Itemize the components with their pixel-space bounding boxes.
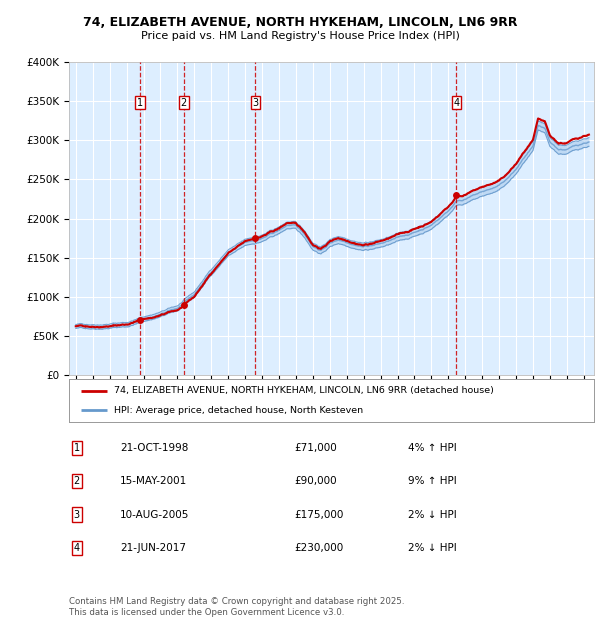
Text: 4: 4 <box>453 98 460 108</box>
Text: 1: 1 <box>137 98 143 108</box>
Text: 9% ↑ HPI: 9% ↑ HPI <box>408 476 457 486</box>
Text: 4% ↑ HPI: 4% ↑ HPI <box>408 443 457 453</box>
Text: 2: 2 <box>74 476 80 486</box>
Text: 15-MAY-2001: 15-MAY-2001 <box>120 476 187 486</box>
Text: £90,000: £90,000 <box>294 476 337 486</box>
Text: Price paid vs. HM Land Registry's House Price Index (HPI): Price paid vs. HM Land Registry's House … <box>140 31 460 41</box>
Text: 74, ELIZABETH AVENUE, NORTH HYKEHAM, LINCOLN, LN6 9RR (detached house): 74, ELIZABETH AVENUE, NORTH HYKEHAM, LIN… <box>113 386 493 396</box>
Text: 3: 3 <box>253 98 259 108</box>
Text: 21-JUN-2017: 21-JUN-2017 <box>120 543 186 553</box>
Text: 74, ELIZABETH AVENUE, NORTH HYKEHAM, LINCOLN, LN6 9RR: 74, ELIZABETH AVENUE, NORTH HYKEHAM, LIN… <box>83 17 517 29</box>
Text: £230,000: £230,000 <box>294 543 343 553</box>
Text: 10-AUG-2005: 10-AUG-2005 <box>120 510 190 520</box>
Text: 3: 3 <box>74 510 80 520</box>
Text: 2% ↓ HPI: 2% ↓ HPI <box>408 543 457 553</box>
Text: 2% ↓ HPI: 2% ↓ HPI <box>408 510 457 520</box>
Text: 4: 4 <box>74 543 80 553</box>
Text: £175,000: £175,000 <box>294 510 343 520</box>
Text: 21-OCT-1998: 21-OCT-1998 <box>120 443 188 453</box>
Text: Contains HM Land Registry data © Crown copyright and database right 2025.
This d: Contains HM Land Registry data © Crown c… <box>69 598 404 617</box>
Text: £71,000: £71,000 <box>294 443 337 453</box>
Text: 1: 1 <box>74 443 80 453</box>
Text: 2: 2 <box>181 98 187 108</box>
Text: HPI: Average price, detached house, North Kesteven: HPI: Average price, detached house, Nort… <box>113 405 363 415</box>
